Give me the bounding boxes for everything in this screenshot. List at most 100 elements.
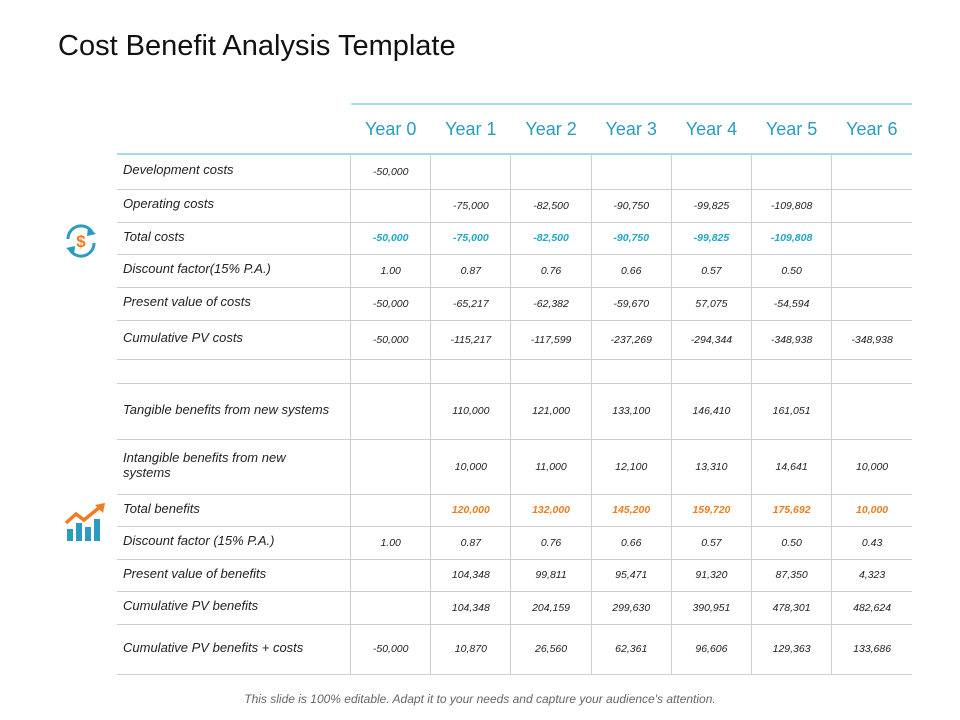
table-row: Tangible benefits from new systems 110,00… <box>117 383 912 440</box>
cell <box>670 154 752 190</box>
cell: 10,870 <box>430 624 511 675</box>
header-blank <box>117 104 351 155</box>
cell <box>831 383 912 440</box>
title: Cost Benefit Analysis Template <box>58 30 456 62</box>
cell: 0.43 <box>831 526 912 560</box>
cell <box>510 154 592 190</box>
cell: -348,938 <box>831 320 912 360</box>
cell: -90,750 <box>590 222 672 255</box>
cell: -82,500 <box>510 222 592 255</box>
row-label: Cumulative PV benefits + costs <box>117 624 351 675</box>
cell: -348,938 <box>751 320 832 360</box>
row-label: Intangible benefits from new systems <box>117 439 351 495</box>
cell: -237,269 <box>590 320 672 360</box>
cell <box>350 359 431 384</box>
cell: 161,051 <box>751 383 832 440</box>
cell <box>430 154 511 190</box>
cell: 0.50 <box>751 254 832 288</box>
cell <box>350 439 431 495</box>
cell: -294,344 <box>670 320 752 360</box>
cell: -50,000 <box>350 222 431 255</box>
cell: 104,348 <box>430 591 511 625</box>
column-header: Year 4 <box>671 103 752 155</box>
cell: 11,000 <box>510 439 592 495</box>
cell: 104,348 <box>430 559 511 592</box>
cell: 91,320 <box>670 559 752 592</box>
cell: 0.66 <box>590 254 672 288</box>
row-label: Cumulative PV costs <box>117 320 351 360</box>
column-header: Year 2 <box>510 103 592 155</box>
header-row: Year 0 Year 1 Year 2 Year 3 Year 4 Year 5 Year… <box>117 103 912 155</box>
cell: -82,500 <box>510 189 592 223</box>
cell: 95,471 <box>590 559 672 592</box>
cell: -109,808 <box>751 189 832 223</box>
cell: 10,000 <box>430 439 511 495</box>
cell <box>430 359 511 384</box>
cell: 1.00 <box>350 254 431 288</box>
cell: 0.87 <box>430 526 511 560</box>
row-label: Tangible benefits from new systems <box>117 383 351 440</box>
cell: 1.00 <box>350 526 431 560</box>
cell: 110,000 <box>430 383 511 440</box>
cell: 4,323 <box>831 559 912 592</box>
cell <box>831 287 912 321</box>
table-row: Discount factor (15% P.A.) 1.00 0.87 0.76 0.… <box>117 526 912 560</box>
row-label: Discount factor (15% P.A.) <box>117 526 351 560</box>
table-row: Discount factor(15% P.A.) 1.00 0.87 0.76 0.6… <box>117 254 912 288</box>
cell: -50,000 <box>350 320 431 360</box>
cell: 120,000 <box>430 494 511 527</box>
cell: -50,000 <box>350 287 431 321</box>
cell: 0.50 <box>751 526 832 560</box>
cell: 87,350 <box>751 559 832 592</box>
row-label: Operating costs <box>117 189 351 223</box>
cell: 175,692 <box>751 494 832 527</box>
cell: 57,075 <box>670 287 752 321</box>
cell <box>350 383 431 440</box>
row-label: Present value of costs <box>117 287 351 321</box>
cell <box>831 189 912 223</box>
cell <box>350 591 431 625</box>
cell: 0.57 <box>670 526 752 560</box>
row-label: Total benefits <box>117 494 351 527</box>
cell: -117,599 <box>510 320 592 360</box>
table-row: Operating costs -75,000 -82,500 -90,750 -99,… <box>117 189 912 223</box>
cell: 299,630 <box>590 591 672 625</box>
table-row: Intangible benefits from new systems 10,0… <box>117 439 912 495</box>
table: Year 0 Year 1 Year 2 Year 3 Year 4 Year 5 Year… <box>117 103 912 675</box>
table-row <box>117 359 912 384</box>
cell <box>751 359 832 384</box>
column-header: Year 3 <box>591 103 672 155</box>
table-row: Present value of costs -50,000 -65,217 -62,… <box>117 287 912 321</box>
cell: -50,000 <box>350 154 431 190</box>
row-label: Discount factor(15% P.A.) <box>117 254 351 288</box>
cell: 96,606 <box>670 624 752 675</box>
cell: 99,811 <box>510 559 592 592</box>
cell: 133,100 <box>590 383 672 440</box>
table-row: Development costs -50,000 <box>117 154 912 190</box>
footer-note: This slide is 100% editable. Adapt it to… <box>244 692 716 706</box>
cell: -62,382 <box>510 287 592 321</box>
cell <box>751 154 832 190</box>
cell: 14,641 <box>751 439 832 495</box>
cell: 13,310 <box>670 439 752 495</box>
cell <box>350 494 431 527</box>
cell: -90,750 <box>590 189 672 223</box>
cell: -99,825 <box>670 222 752 255</box>
cell: 145,200 <box>590 494 672 527</box>
cell: -75,000 <box>430 222 511 255</box>
cell: -109,808 <box>751 222 832 255</box>
cell: 26,560 <box>510 624 592 675</box>
cell: 10,000 <box>831 439 912 495</box>
cell: 129,363 <box>751 624 832 675</box>
cell: 159,720 <box>670 494 752 527</box>
cell: -75,000 <box>430 189 511 223</box>
cell: 132,000 <box>510 494 592 527</box>
cell: 0.76 <box>510 526 592 560</box>
column-header: Year 6 <box>831 103 912 155</box>
benefit-icon <box>64 503 105 541</box>
row-label: Development costs <box>117 154 351 190</box>
cell: 204,159 <box>510 591 592 625</box>
table-row: Present value of benefits 104,348 99,811 95… <box>117 559 912 592</box>
column-header: Year 5 <box>751 103 832 155</box>
